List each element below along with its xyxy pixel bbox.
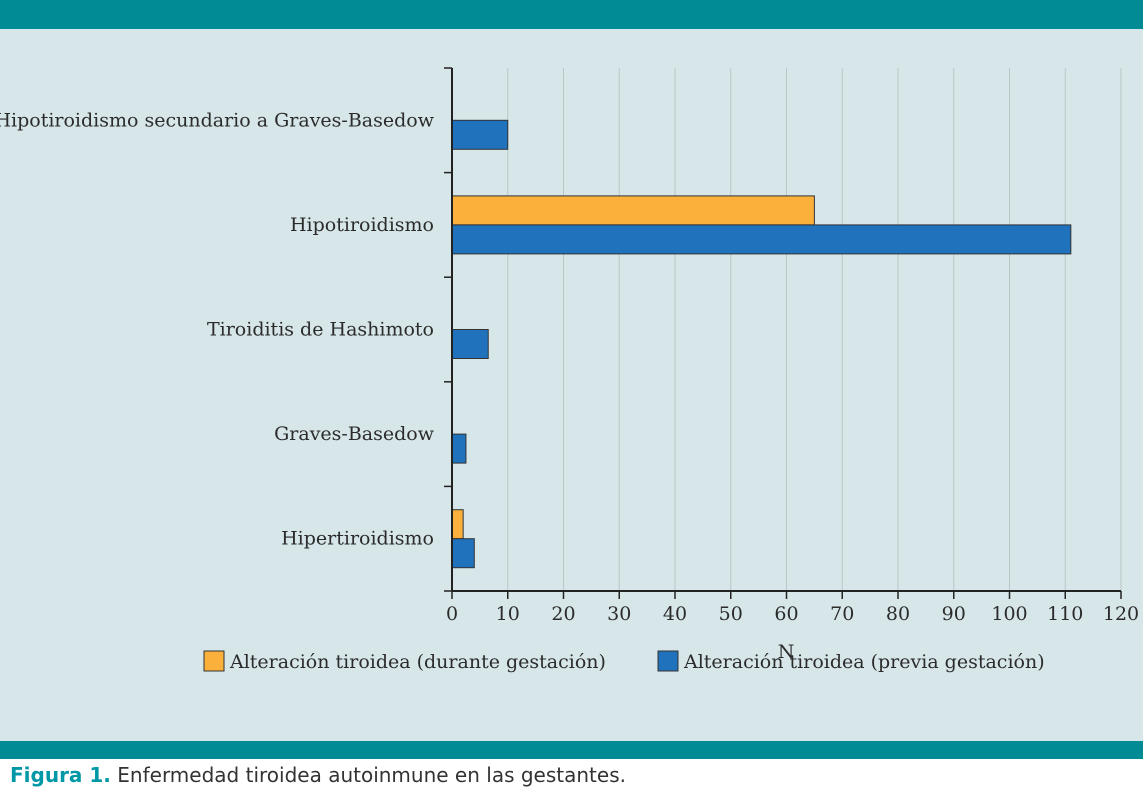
category-label-1: Hipotiroidismo xyxy=(290,214,434,236)
category-label-2: Tiroiditis de Hashimoto xyxy=(207,319,434,341)
bar-durante-4 xyxy=(451,509,464,540)
top-frame-bar xyxy=(0,0,1143,29)
tick-label-120: 120 xyxy=(1103,603,1139,625)
tick-label-30: 30 xyxy=(607,603,631,625)
chart-panel xyxy=(0,29,1143,741)
bottom-frame-bar xyxy=(0,741,1143,759)
tick-label-110: 110 xyxy=(1047,603,1083,625)
axes xyxy=(444,67,1122,599)
category-labels: Hipotiroidismo secundario a Graves-Based… xyxy=(0,109,435,549)
x-axis-label: N xyxy=(778,641,795,663)
category-label-4: Hipertiroidismo xyxy=(281,528,434,550)
legend-swatch-1 xyxy=(657,650,679,672)
category-label-0: Hipotiroidismo secundario a Graves-Based… xyxy=(0,109,435,131)
bars xyxy=(451,119,1072,569)
tick-label-10: 10 xyxy=(496,603,520,625)
tick-label-90: 90 xyxy=(942,603,966,625)
tick-label-80: 80 xyxy=(886,603,910,625)
gridlines xyxy=(507,68,1122,591)
tick-label-100: 100 xyxy=(991,603,1027,625)
tick-label-50: 50 xyxy=(719,603,743,625)
tick-label-40: 40 xyxy=(663,603,687,625)
legend: Alteración tiroidea (durante gestación) A… xyxy=(203,650,1045,673)
bar-durante-1 xyxy=(451,195,815,226)
tick-label-60: 60 xyxy=(774,603,798,625)
bar-previa-4 xyxy=(451,538,475,569)
legend-label-0: Alteración tiroidea (durante gestación) xyxy=(229,651,606,673)
bar-previa-0 xyxy=(451,119,509,150)
bar-previa-2 xyxy=(451,329,489,359)
tick-labels: 0 10 20 30 40 50 60 70 80 90 100 110 120 xyxy=(446,603,1139,625)
caption-text: Enfermedad tiroidea autoinmune en las ge… xyxy=(110,763,626,787)
bar-previa-1 xyxy=(451,224,1072,255)
tick-label-20: 20 xyxy=(551,603,575,625)
caption-label: Figura 1. xyxy=(10,763,111,787)
tick-label-70: 70 xyxy=(830,603,854,625)
category-label-3: Graves-Basedow xyxy=(274,423,435,445)
figure-caption: Figura 1. Enfermedad tiroidea autoinmune… xyxy=(10,763,626,787)
legend-label-1: Alteración tiroidea (previa gestación) xyxy=(683,651,1045,673)
bar-chart: Hipotiroidismo secundario a Graves-Based… xyxy=(0,67,1139,673)
tick-label-0: 0 xyxy=(446,603,458,625)
bar-previa-3 xyxy=(451,433,467,464)
legend-swatch-0 xyxy=(203,650,225,672)
